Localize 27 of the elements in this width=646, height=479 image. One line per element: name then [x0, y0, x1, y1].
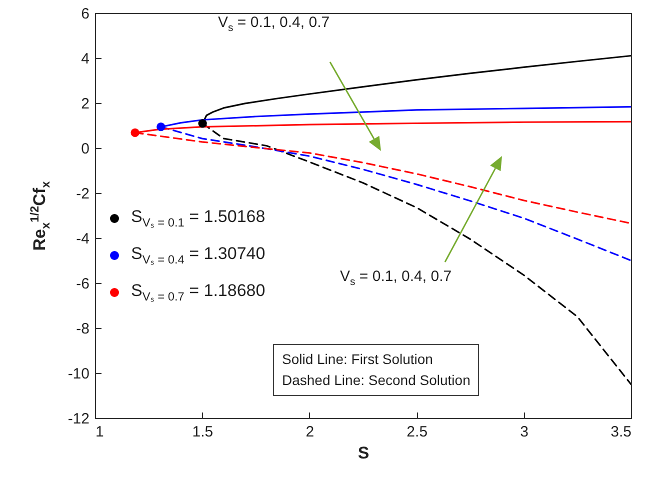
- x-tick-label: 1.5: [192, 424, 214, 440]
- y-tick-label: 2: [81, 96, 90, 112]
- annotation: V$_{s}$ = 0.1, 0.4, 0.7: [218, 14, 330, 34]
- x-tick-label: 2.5: [406, 424, 428, 440]
- annotation: V$_{s}$ = 0.1, 0.4, 0.7: [340, 268, 452, 288]
- x-tick-label: 3: [520, 424, 528, 440]
- y-tick-label: 6: [81, 6, 90, 22]
- point: [130, 128, 140, 138]
- x-tick-label: 1: [96, 424, 104, 440]
- legend-label: S$_{Vₛ = 0.4}$ = 1.30740: [131, 244, 266, 267]
- legend-label: S$_{Vₛ = 0.1}$ = 1.50168: [131, 207, 266, 230]
- annotation: Dashed Line: Second Solution: [282, 372, 470, 388]
- y-tick-label: -12: [68, 410, 90, 428]
- legend-label: S$_{Vₛ = 0.7}$ = 1.18680: [131, 281, 266, 304]
- x-axis-title: S: [358, 444, 370, 462]
- y-tick-label: -6: [76, 276, 90, 292]
- annotation: Solid Line: First Solution: [282, 351, 433, 367]
- y-tick-label: -10: [68, 366, 90, 382]
- point: [198, 119, 207, 128]
- point: [156, 122, 166, 132]
- x-tick-label: 2: [306, 424, 314, 440]
- y-tick-label: -4: [76, 230, 90, 248]
- y-tick-label: -2: [76, 186, 90, 202]
- y-tick-label: 0: [81, 140, 90, 158]
- x-tick-label: 3.5: [610, 424, 632, 440]
- y-tick-label: -8: [76, 320, 90, 338]
- y-tick-label: 4: [81, 50, 90, 68]
